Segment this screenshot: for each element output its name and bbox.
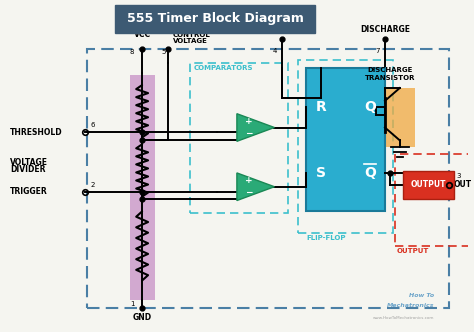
Text: Q: Q: [364, 100, 376, 114]
Polygon shape: [237, 114, 274, 141]
Text: R: R: [315, 100, 326, 114]
Bar: [365, 88, 415, 147]
FancyBboxPatch shape: [116, 5, 315, 33]
Text: TRIGGER: TRIGGER: [10, 187, 47, 196]
Text: DIVIDER: DIVIDER: [10, 165, 46, 174]
Text: CONTROL: CONTROL: [173, 32, 210, 38]
Text: Mechatronics: Mechatronics: [387, 303, 434, 308]
Bar: [298, 60, 393, 233]
Text: 6: 6: [91, 123, 95, 128]
Text: DISCHARGE: DISCHARGE: [360, 25, 410, 34]
Text: OUT: OUT: [454, 180, 472, 189]
Text: −: −: [245, 188, 253, 197]
Bar: [306, 68, 385, 211]
Text: VOLTAGE: VOLTAGE: [173, 38, 208, 43]
Text: VCC: VCC: [134, 30, 151, 39]
Text: 4: 4: [273, 47, 277, 53]
Text: +: +: [245, 117, 253, 126]
Text: FLIP-FLOP: FLIP-FLOP: [306, 235, 346, 241]
Bar: [395, 154, 474, 246]
Bar: [403, 171, 454, 199]
Polygon shape: [237, 173, 274, 201]
Text: 7: 7: [375, 47, 380, 53]
Text: THRESHOLD: THRESHOLD: [10, 128, 63, 137]
Text: How To: How To: [409, 293, 434, 298]
Text: VOLTAGE: VOLTAGE: [10, 158, 48, 167]
Text: 1: 1: [130, 301, 134, 307]
Text: 3: 3: [456, 173, 461, 179]
Text: −: −: [245, 129, 253, 138]
Text: S: S: [316, 166, 326, 180]
Text: GND: GND: [133, 313, 152, 322]
Text: +: +: [245, 176, 253, 185]
Text: 5: 5: [162, 48, 166, 54]
Text: 8: 8: [130, 48, 134, 54]
Bar: [190, 63, 288, 213]
Text: 2: 2: [91, 182, 95, 188]
Bar: [130, 75, 155, 300]
Text: RESET: RESET: [269, 25, 296, 34]
Text: COMPARATORS: COMPARATORS: [193, 65, 253, 71]
Text: TRANSISTOR: TRANSISTOR: [365, 75, 415, 81]
Text: 555 Timer Block Diagram: 555 Timer Block Diagram: [127, 12, 304, 26]
Text: OUTPUT: OUTPUT: [396, 248, 429, 254]
Text: DISCHARGE: DISCHARGE: [367, 67, 412, 73]
Text: Q: Q: [364, 166, 376, 180]
Text: OUTPUT: OUTPUT: [410, 180, 446, 189]
Bar: [87, 48, 449, 308]
Text: www.HowToMechatronics.com: www.HowToMechatronics.com: [373, 316, 434, 320]
